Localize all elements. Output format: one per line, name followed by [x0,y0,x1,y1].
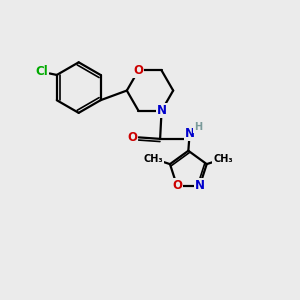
Text: H: H [194,122,202,132]
Text: N: N [185,127,195,140]
Text: N: N [195,179,205,192]
Text: O: O [172,179,182,192]
Text: O: O [134,64,143,77]
Text: CH₃: CH₃ [213,154,233,164]
Text: Cl: Cl [35,65,48,78]
Text: N: N [157,104,166,117]
Text: O: O [127,131,137,144]
Text: CH₃: CH₃ [144,154,164,164]
